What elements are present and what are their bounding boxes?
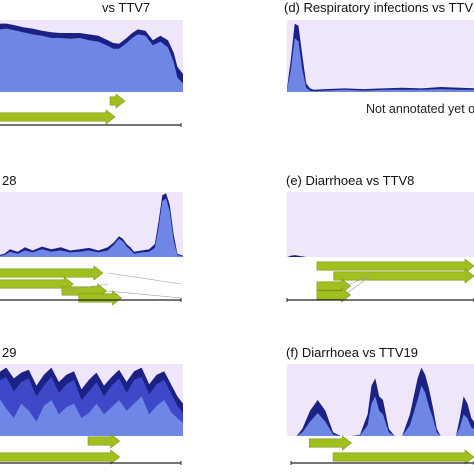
panel-e-orf-arrow <box>316 258 474 274</box>
panel-d-title: (d) Respiratory infections vs TTV22 <box>284 0 474 15</box>
panel-e-orf-arrow <box>316 287 352 303</box>
panel-e-title: (e) Diarrhoea vs TTV8 <box>286 173 414 188</box>
panel-f <box>287 364 474 465</box>
panel-a-orf-arrow <box>109 93 126 109</box>
panel-d-note: Not annotated yet or <box>366 102 474 116</box>
panel-c-title: 29 <box>2 345 16 360</box>
panel-e-splice-connectors <box>344 275 371 296</box>
panel-a-title: vs TTV7 <box>102 0 150 15</box>
panel-b-splice-connectors <box>59 272 182 299</box>
panel-d-coverage-inner <box>287 38 474 92</box>
panel-e <box>286 192 474 303</box>
panel-b-coverage-inner <box>0 198 183 257</box>
panel-c-orf-arrow <box>0 449 121 465</box>
panel-e-plot-background <box>287 192 474 257</box>
panel-e-orf-arrow <box>333 268 474 284</box>
panel-a-orf-arrow <box>0 109 116 125</box>
panel-a-coverage-inner <box>0 28 183 92</box>
panel-d-coverage-outer <box>287 23 474 92</box>
panel-c-coverage-inner <box>0 396 183 436</box>
panel-b <box>0 192 183 306</box>
panel-b-orf-arrow <box>0 265 104 281</box>
panel-b-title: 28 <box>2 173 16 188</box>
panel-c-orf-arrow <box>87 433 121 449</box>
panel-a <box>0 20 183 127</box>
panel-d-plot-background <box>287 20 474 92</box>
panel-f-orf-arrow <box>309 435 352 451</box>
panel-f-title: (f) Diarrhoea vs TTV19 <box>286 345 418 360</box>
panel-b-orf-arrow <box>78 290 122 306</box>
panel-f-orf-arrow <box>332 449 474 465</box>
panel-d <box>287 20 474 92</box>
panel-c <box>0 364 183 465</box>
panel-f-coverage-inner <box>287 385 474 436</box>
